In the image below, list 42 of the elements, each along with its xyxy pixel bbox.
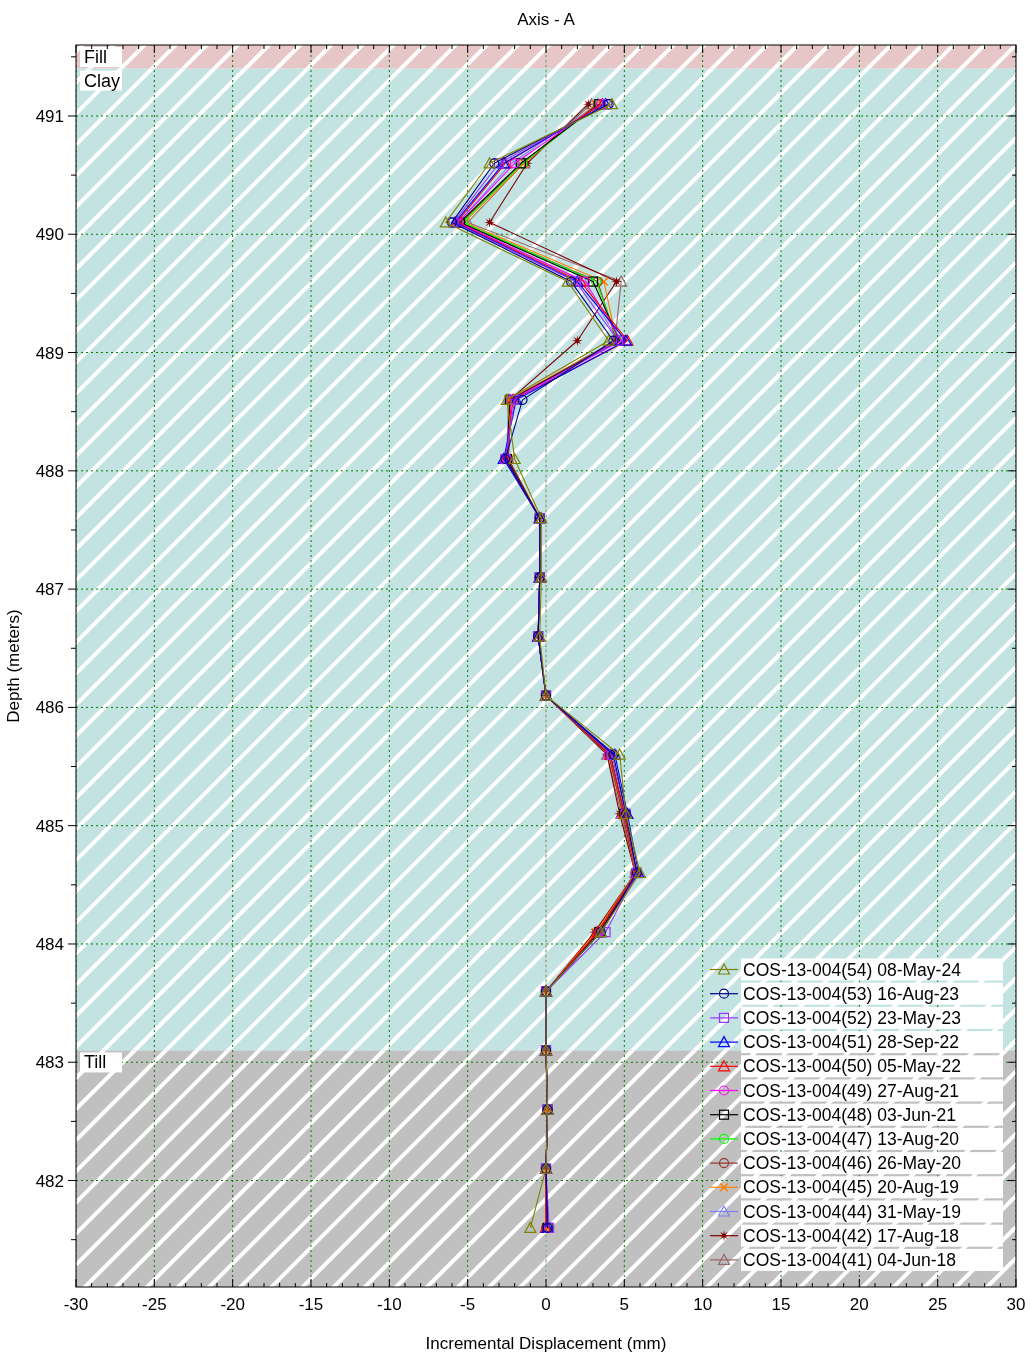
x-tick-label: 10 bbox=[693, 1295, 713, 1314]
legend-label: COS-13-004(47) 13-Aug-20 bbox=[743, 1128, 960, 1149]
x-tick-label: 30 bbox=[1006, 1295, 1026, 1314]
y-tick-label: 487 bbox=[35, 580, 64, 600]
band-label: Fill bbox=[84, 47, 107, 67]
y-tick-label: 490 bbox=[35, 225, 64, 245]
x-tick-label: -20 bbox=[220, 1295, 245, 1314]
y-tick-label: 488 bbox=[35, 461, 64, 481]
band-label: Clay bbox=[84, 70, 121, 91]
y-tick-label: 491 bbox=[35, 106, 64, 126]
x-tick-label: -25 bbox=[142, 1295, 167, 1314]
legend-label: COS-13-004(50) 05-May-22 bbox=[743, 1056, 961, 1077]
x-tick-label: -10 bbox=[377, 1295, 402, 1314]
y-tick-label: 489 bbox=[35, 343, 64, 363]
y-tick-label: 482 bbox=[35, 1171, 64, 1191]
legend-label: COS-13-004(41) 04-Jun-18 bbox=[743, 1249, 957, 1270]
x-tick-label: -15 bbox=[298, 1295, 324, 1314]
x-axis-title: Incremental Displacement (mm) bbox=[425, 1334, 667, 1353]
x-tick-label: 15 bbox=[771, 1295, 791, 1314]
legend-label: COS-13-004(49) 27-Aug-21 bbox=[743, 1080, 959, 1101]
y-tick-label: 484 bbox=[35, 934, 64, 954]
legend-label: COS-13-004(46) 26-May-20 bbox=[743, 1153, 962, 1174]
x-tick-label: -30 bbox=[63, 1295, 89, 1314]
y-tick-label: 485 bbox=[35, 816, 64, 836]
x-tick-label: 20 bbox=[849, 1295, 869, 1314]
legend-label: COS-13-004(48) 03-Jun-21 bbox=[743, 1104, 957, 1125]
legend-label: COS-13-004(42) 17-Aug-18 bbox=[743, 1225, 959, 1246]
y-tick-label: 483 bbox=[35, 1053, 64, 1073]
x-tick-label: 25 bbox=[928, 1295, 948, 1314]
legend-label: COS-13-004(54) 08-May-24 bbox=[743, 959, 962, 980]
legend-label: COS-13-004(44) 31-May-19 bbox=[743, 1201, 961, 1222]
chart-title: Axis - A bbox=[517, 10, 576, 29]
legend-label: COS-13-004(52) 23-May-23 bbox=[743, 1007, 961, 1028]
y-tick-label: 486 bbox=[35, 698, 64, 718]
y-axis-title: Depth (meters) bbox=[4, 609, 23, 723]
x-tick-label: -5 bbox=[460, 1295, 476, 1314]
legend-label: COS-13-004(45) 20-Aug-19 bbox=[743, 1177, 959, 1198]
x-tick-label: 0 bbox=[541, 1295, 551, 1314]
legend-label: COS-13-004(53) 16-Aug-23 bbox=[743, 983, 959, 1004]
x-tick-label: 5 bbox=[619, 1295, 630, 1314]
band-label: Till bbox=[84, 1052, 107, 1073]
legend-label: COS-13-004(51) 28-Sep-22 bbox=[743, 1032, 959, 1053]
